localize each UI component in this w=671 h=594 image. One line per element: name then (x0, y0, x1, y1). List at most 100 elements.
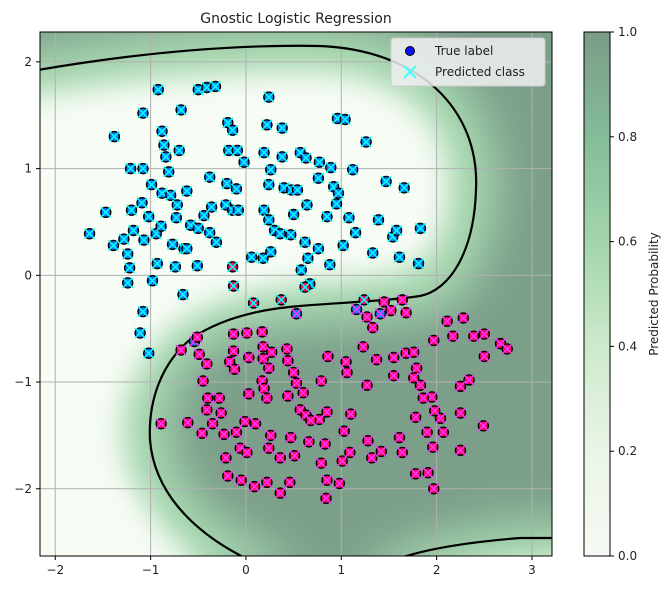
y-axis: 2 1 0 −1 −2 (14, 55, 40, 496)
data-point (398, 182, 410, 194)
data-point (239, 415, 251, 428)
data-point (332, 187, 345, 199)
data-point (275, 294, 287, 306)
predicted-class-marker (152, 84, 164, 96)
predicted-class-marker (137, 107, 149, 119)
data-point (441, 315, 453, 327)
predicted-class-marker (202, 392, 214, 404)
data-point (181, 185, 193, 197)
data-point (257, 352, 269, 365)
data-point (221, 177, 233, 190)
data-point (340, 356, 352, 368)
x-tick-label: −2 (46, 563, 64, 577)
decision-boundary (40, 44, 552, 556)
data-point (410, 362, 423, 374)
predicted-class-marker (227, 280, 240, 292)
predicted-class-marker (204, 171, 216, 183)
predicted-class-marker (478, 350, 490, 362)
data-point (350, 303, 363, 316)
predicted-class-marker (447, 330, 459, 342)
predicted-class-marker (263, 214, 275, 226)
predicted-class-marker (193, 348, 205, 360)
data-point (338, 425, 350, 437)
data-point (322, 350, 334, 363)
predicted-class-marker (134, 327, 146, 339)
legend: True label Predicted class (390, 37, 546, 87)
data-point (230, 183, 243, 195)
data-point (287, 366, 300, 379)
colorbar-gradient (583, 31, 611, 557)
predicted-class-marker (282, 390, 294, 402)
data-point (408, 346, 420, 358)
predicted-class-marker (243, 351, 255, 364)
predicted-class-marker (358, 294, 370, 306)
data-point (231, 144, 244, 157)
data-point (247, 297, 260, 309)
data-point (124, 162, 137, 175)
predicted-class-marker (282, 355, 294, 367)
predicted-class-marker (201, 404, 213, 416)
data-point (170, 211, 183, 224)
predicted-class-marker (274, 487, 286, 499)
data-point (319, 438, 331, 450)
data-point (137, 107, 149, 119)
predicted-class-marker (289, 450, 301, 462)
data-point (166, 238, 179, 251)
predicted-class-marker (429, 405, 441, 417)
data-point (312, 242, 325, 255)
data-point (192, 222, 204, 235)
predicted-class-marker (228, 363, 241, 375)
predicted-class-marker (398, 182, 410, 194)
predicted-class-marker (340, 356, 352, 368)
data-point (258, 204, 270, 216)
predicted-class-marker (361, 379, 373, 391)
predicted-class-marker (421, 426, 433, 438)
predicted-class-marker (207, 418, 219, 430)
data-point (230, 426, 243, 438)
predicted-class-marker (303, 436, 315, 448)
data-point (175, 104, 187, 116)
data-point (380, 175, 392, 188)
predicted-class-marker (284, 476, 296, 488)
data-point (357, 341, 369, 353)
data-point (299, 281, 311, 293)
predicted-class-marker (350, 227, 362, 239)
y-tick-label: 2 (24, 55, 32, 69)
chart-title: Gnostic Logistic Regression (200, 11, 391, 27)
data-point (400, 306, 412, 319)
data-point (243, 351, 255, 364)
data-point (361, 379, 373, 391)
data-point (325, 161, 337, 174)
predicted-class-marker (412, 258, 425, 270)
data-point (366, 452, 378, 464)
data-point (288, 449, 301, 462)
predicted-class-marker (125, 204, 138, 216)
plot-frame (39, 31, 553, 557)
data-point (191, 331, 204, 343)
data-point (232, 204, 245, 216)
colorbar-tick-label: 1.0 (618, 25, 637, 39)
predicted-class-marker (274, 228, 286, 240)
data-point (181, 242, 193, 255)
predicted-class-marker (249, 418, 262, 430)
predicted-class-marker (290, 377, 303, 389)
predicted-class-marker (295, 264, 307, 276)
data-point (152, 83, 164, 96)
data-point (243, 388, 255, 400)
data-point (227, 345, 240, 357)
data-point (274, 452, 286, 464)
predicted-class-marker (347, 164, 359, 176)
predicted-class-marker (118, 233, 130, 245)
data-point (265, 429, 277, 442)
data-point (138, 234, 150, 246)
predicted-class-marker (173, 144, 185, 157)
predicted-class-marker (454, 380, 467, 392)
data-point (222, 470, 234, 482)
data-point (282, 390, 294, 402)
data-point (321, 210, 333, 223)
predicted-class-marker (285, 229, 297, 241)
data-point (336, 455, 348, 467)
data-point (215, 407, 227, 419)
predicted-class-marker (478, 328, 490, 340)
data-point (393, 251, 406, 263)
